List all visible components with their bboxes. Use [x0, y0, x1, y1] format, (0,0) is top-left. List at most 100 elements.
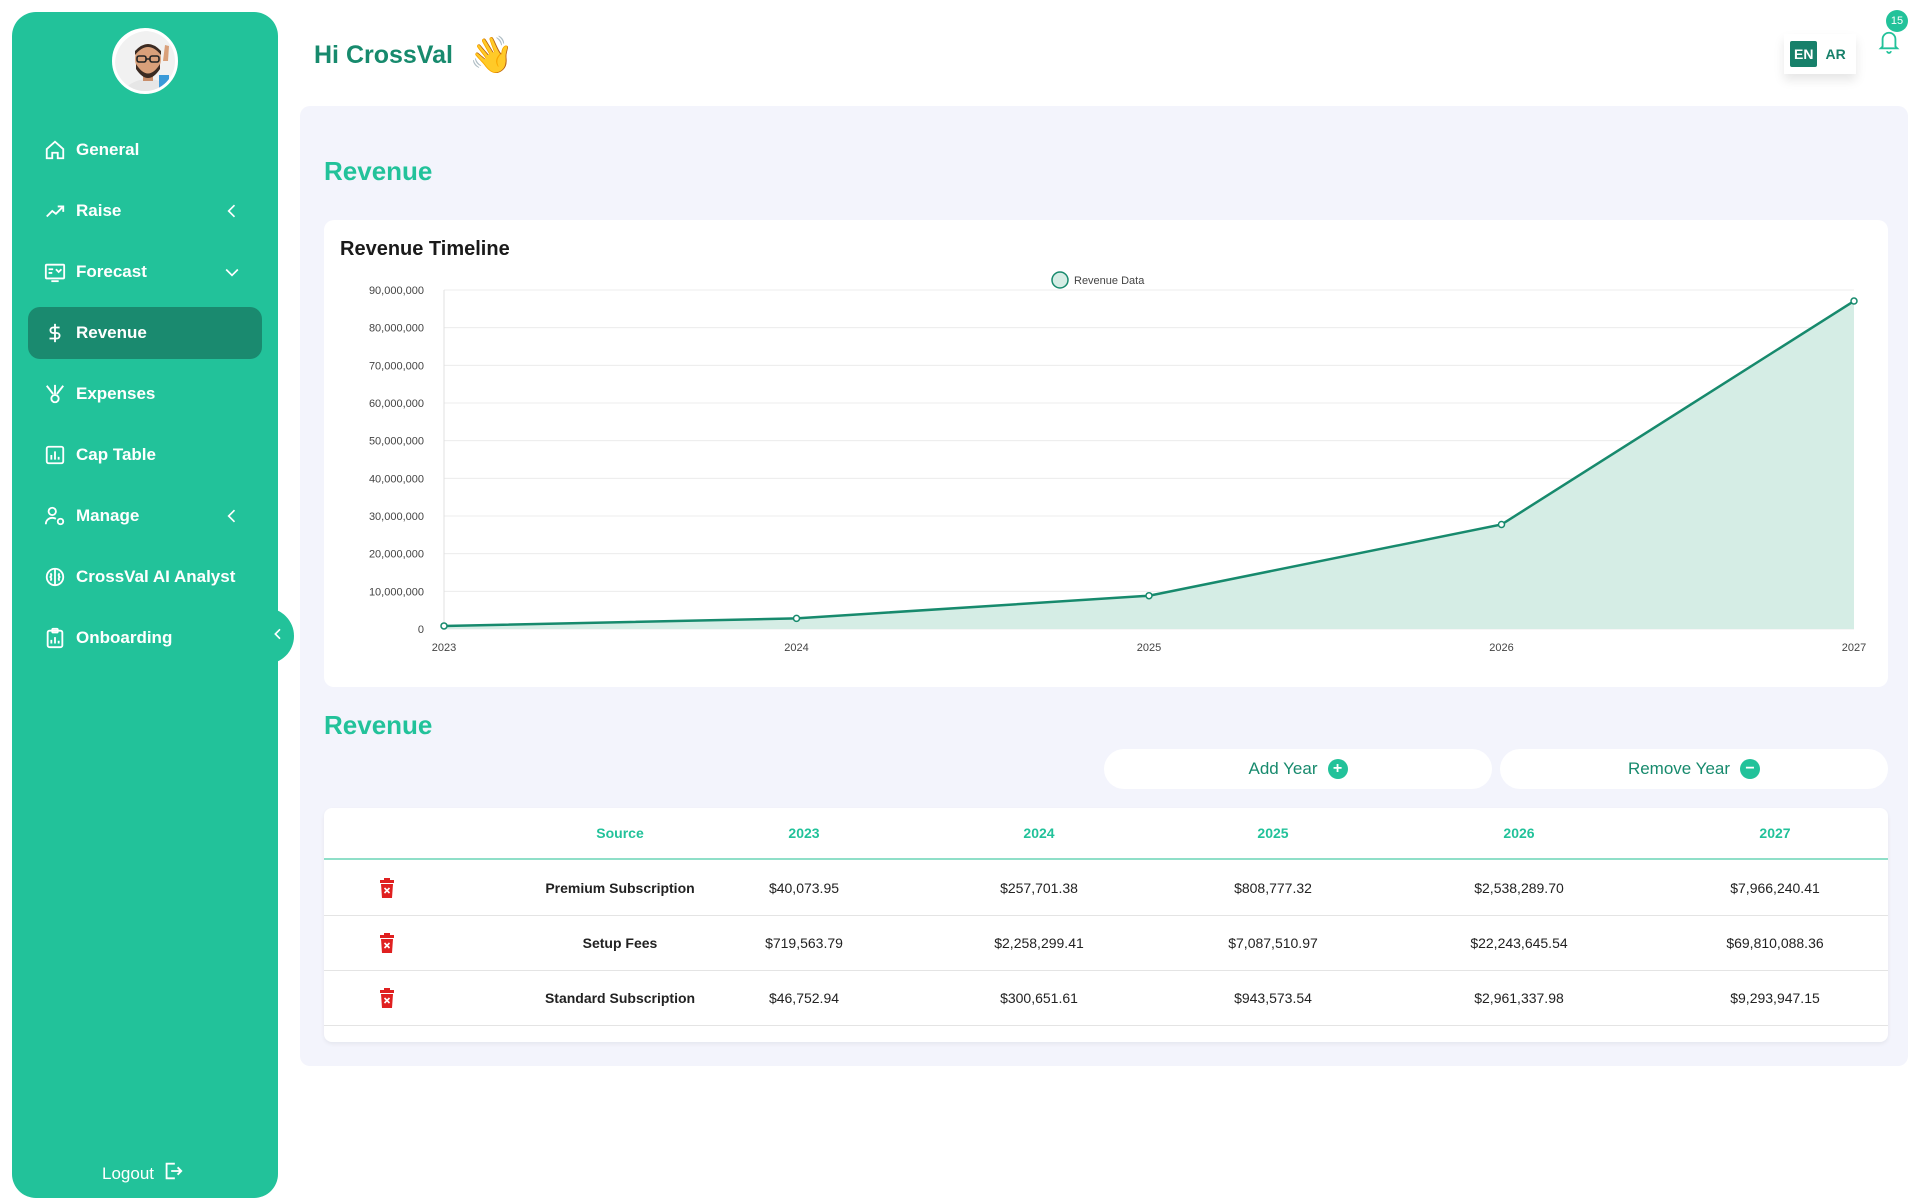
delete-row-icon[interactable]: [379, 878, 395, 898]
main-panel: Revenue Revenue Timeline 0 10,000,000 20,0…: [300, 106, 1908, 1066]
source-cell: Premium Subscription: [545, 880, 695, 896]
value-cell: $257,701.38: [1000, 880, 1078, 896]
data-point: [1145, 591, 1153, 600]
logout-label: Logout: [102, 1163, 154, 1183]
y-tick-label: 60,000,000: [369, 398, 424, 410]
x-tick-label: 2025: [1137, 642, 1161, 654]
value-cell: $943,573.54: [1234, 990, 1312, 1006]
user-settings-icon: [44, 505, 66, 527]
column-header: Source: [596, 825, 644, 841]
column-header: 2025: [1257, 825, 1289, 841]
sidebar-item-manage[interactable]: Manage: [28, 490, 262, 542]
source-cell: Setup Fees: [582, 935, 658, 951]
x-tick-label: 2024: [784, 642, 808, 654]
x-tick-label: 2026: [1489, 642, 1513, 654]
sidebar-item-general[interactable]: General: [28, 124, 262, 176]
clipboard-icon: [44, 627, 66, 649]
sidebar-item-ai-analyst[interactable]: CrossVal AI Analyst: [28, 551, 262, 603]
sidebar-item-forecast[interactable]: Forecast: [28, 246, 262, 298]
chevron-down-icon: [222, 262, 242, 282]
sidebar-item-label: Cap Table: [76, 445, 156, 464]
column-header: 2024: [1023, 825, 1055, 841]
table-section-title: Revenue: [324, 710, 433, 740]
greeting: Hi CrossVal 👋: [314, 34, 514, 76]
y-tick-label: 0: [418, 624, 424, 636]
greeting-text: Hi CrossVal: [314, 40, 453, 69]
table-row: Setup Fees $719,563.79 $2,258,299.41 $7,…: [324, 916, 1888, 971]
sidebar-item-expenses[interactable]: Expenses: [28, 368, 262, 420]
sidebar-nav: General Raise Forecast Revenue: [28, 124, 262, 673]
page-title: Revenue: [324, 156, 433, 186]
value-cell: $2,258,299.41: [994, 935, 1084, 951]
sidebar-item-label: Revenue: [76, 323, 147, 342]
revenue-chart: 0 10,000,000 20,000,000 30,000,000 40,000,00…: [369, 271, 1866, 654]
avatar[interactable]: [112, 28, 178, 94]
chevron-left-icon: [222, 506, 242, 526]
value-cell: $40,073.95: [768, 880, 840, 896]
source-cell: Standard Subscription: [544, 990, 696, 1006]
chevron-left-icon: [222, 201, 242, 221]
x-tick-label: 2027: [1842, 642, 1866, 654]
sidebar-item-revenue[interactable]: Revenue: [28, 307, 262, 359]
data-point: [1497, 520, 1506, 529]
sidebar-collapse-button[interactable]: [262, 608, 294, 664]
series-area: [444, 301, 1854, 629]
value-cell: $2,538,289.70: [1474, 880, 1564, 896]
sidebar-item-label: Manage: [76, 506, 140, 525]
legend-marker: [1051, 271, 1069, 289]
revenue-chart-card: Revenue Timeline 0 10,000,000 20,000,000 30…: [324, 220, 1888, 687]
bar-chart-icon: [44, 444, 66, 466]
value-cell: $69,810,088.36: [1726, 935, 1824, 951]
data-point: [792, 614, 801, 623]
remove-year-label: Remove Year: [1627, 759, 1731, 778]
value-cell: $7,966,240.41: [1730, 880, 1820, 896]
home-icon: [44, 139, 66, 161]
sidebar-item-label: Expenses: [76, 384, 156, 403]
y-tick-label: 70,000,000: [369, 360, 424, 372]
data-point: [1850, 297, 1858, 305]
x-tick-label: 2023: [432, 642, 456, 654]
bell-icon[interactable]: [1878, 28, 1900, 54]
remove-year-button[interactable]: Remove Year −: [1500, 749, 1888, 789]
legend-label: Revenue Data: [1074, 275, 1145, 287]
column-header: 2023: [788, 825, 820, 841]
add-year-button[interactable]: Add Year +: [1104, 749, 1492, 789]
delete-row-icon[interactable]: [379, 933, 395, 953]
sidebar-item-onboarding[interactable]: Onboarding: [28, 612, 262, 664]
language-switcher: EN AR: [1784, 34, 1856, 74]
y-tick-label: 50,000,000: [369, 436, 424, 448]
y-tick-label: 90,000,000: [369, 285, 424, 297]
logout-button[interactable]: Logout: [102, 1160, 184, 1187]
expenses-icon: [44, 383, 66, 405]
value-cell: $719,563.79: [765, 935, 843, 951]
y-tick-label: 40,000,000: [369, 473, 424, 485]
value-cell: $46,752.94: [768, 990, 840, 1006]
chevron-left-icon: [270, 626, 286, 647]
plus-icon: +: [1327, 759, 1348, 779]
lang-ar-button[interactable]: AR: [1825, 46, 1846, 62]
delete-row-icon[interactable]: [379, 988, 395, 1008]
sidebar-item-raise[interactable]: Raise: [28, 185, 262, 237]
logout-icon: [154, 1160, 184, 1187]
trending-up-icon: [44, 200, 66, 222]
column-header: 2026: [1503, 825, 1535, 841]
value-cell: $22,243,645.54: [1470, 935, 1568, 951]
forecast-icon: [44, 261, 66, 283]
dollar-icon: [44, 322, 66, 344]
waving-hand-icon: 👋: [468, 34, 514, 75]
value-cell: $300,651.61: [1000, 990, 1078, 1006]
sidebar-item-label: General: [76, 140, 140, 159]
sidebar-item-label: CrossVal AI Analyst: [76, 567, 236, 586]
sidebar: General Raise Forecast Revenue: [12, 12, 278, 1198]
table-row: Standard Subscription $46,752.94 $300,65…: [324, 971, 1888, 1026]
y-tick-label: 30,000,000: [369, 511, 424, 523]
sidebar-item-cap-table[interactable]: Cap Table: [28, 429, 262, 481]
add-year-label: Add Year: [1248, 759, 1318, 778]
lang-en-button[interactable]: EN: [1790, 41, 1818, 67]
column-header: 2027: [1759, 825, 1791, 841]
table-row: Premium Subscription $40,073.95 $257,701…: [324, 861, 1888, 916]
value-cell: $9,293,947.15: [1730, 990, 1820, 1006]
value-cell: $7,087,510.97: [1228, 935, 1318, 951]
notification-badge: 15: [1886, 10, 1908, 32]
revenue-table: Source 2023 2024 2025 2026 2027 Premium …: [324, 808, 1888, 1042]
